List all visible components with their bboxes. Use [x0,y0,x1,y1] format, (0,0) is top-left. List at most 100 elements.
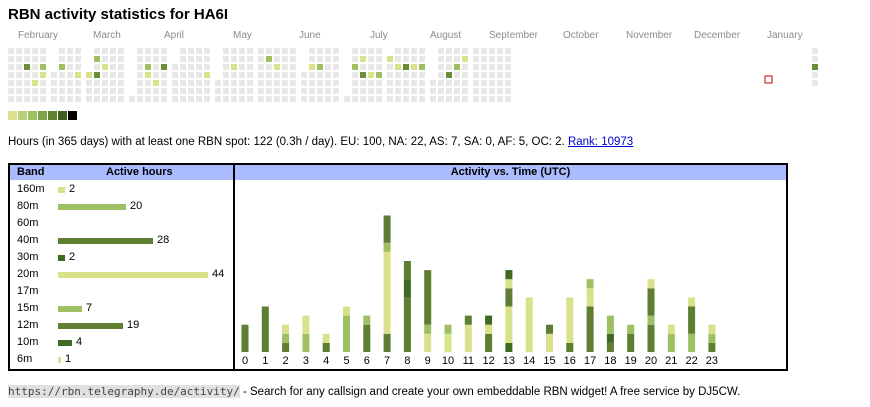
heatmap-day-cell [497,48,503,54]
heatmap-day-cell [497,80,503,86]
heatmap-day-cell [387,56,393,62]
band-hours-bar [58,187,65,193]
heatmap-day-cell [94,80,100,86]
heatmap-day-cell [51,88,57,94]
heatmap-day-cell [395,72,401,78]
heatmap-day-cell [102,80,108,86]
heatmap-day-cell [94,64,100,70]
heatmap-day-cell [223,48,229,54]
hour-bar-segment [606,333,614,343]
heatmap-day-cell [438,64,444,70]
heatmap-day-cell [419,48,425,54]
heatmap-day-cell [67,88,73,94]
heatmap-day-cell [282,80,288,86]
heatmap-day-cell [395,96,401,102]
month-label: March [93,30,121,41]
heatmap-day-cell [94,72,100,78]
rank-link[interactable]: Rank: 10973 [567,136,634,148]
heatmap-day-cell [266,88,272,94]
heatmap-day-cell [247,64,253,70]
heatmap-day-cell [188,80,194,86]
heatmap-day-cell [333,80,339,86]
heatmap-day-cell [430,80,436,86]
heatmap-day-cell [59,80,65,86]
heatmap-day-cell [110,80,116,86]
heatmap-day-cell [67,56,73,62]
heatmap-day-cell [462,64,468,70]
hour-bar-segment [343,315,350,352]
hour-bar-segment [586,279,594,289]
heatmap-day-cell [188,88,194,94]
heatmap-legend [8,111,77,120]
heatmap-day-cell [368,80,374,86]
heatmap-day-cell [110,96,116,102]
heatmap-day-cell [40,80,46,86]
summary-text: Hours (in 365 days) with at least one RB… [8,136,565,148]
heatmap-day-cell [24,72,30,78]
heatmap-day-cell [145,64,151,70]
heatmap-day-cell [16,96,22,102]
heatmap-day-cell [309,72,315,78]
heatmap-day-cell [282,56,288,62]
month-label: October [563,30,599,41]
heatmap-day-cell [282,64,288,70]
heatmap-day-cell [161,56,167,62]
heatmap-day-cell [446,88,452,94]
heatmap-day-cell [438,72,444,78]
heatmap-day-cell [812,56,818,62]
heatmap-day-cell [387,72,393,78]
band-hours-value: 2 [69,251,76,263]
heatmap-day-cell [454,72,460,78]
hour-label: 10 [441,355,455,367]
hour-label: 18 [604,355,617,367]
heatmap-day-cell [317,72,323,78]
band-hours-value: 1 [65,353,72,365]
heatmap-day-cell [368,96,374,102]
heatmap-day-cell [118,48,124,54]
heatmap-day-cell [812,48,818,54]
band-name: 15m [17,302,39,314]
hour-bar-segment [302,315,310,334]
heatmap-day-cell [489,96,495,102]
heatmap-day-cell [438,88,444,94]
heatmap-day-cell [403,56,409,62]
heatmap-day-cell [333,72,339,78]
heatmap-day-cell [352,48,358,54]
heatmap-day-cell [812,80,818,86]
heatmap-day-cell [40,88,46,94]
heatmap-day-cell [266,80,272,86]
heatmap-day-cell [481,96,487,102]
heatmap-day-cell [411,88,417,94]
heatmap-day-cell [75,48,81,54]
hour-label: 5 [343,355,350,367]
heatmap-day-cell [301,80,307,86]
heatmap-day-cell [419,56,425,62]
heatmap-day-cell [59,72,65,78]
heatmap-day-cell [118,56,124,62]
heatmap-day-cell [419,64,425,70]
heatmap-day-cell [188,96,194,102]
heatmap-day-cell [59,64,65,70]
heatmap-day-cell [325,88,331,94]
month-label: August [430,30,462,41]
heatmap-day-cell [481,72,487,78]
heatmap-day-cell [40,64,46,70]
band-name: 160m [17,183,45,195]
band-hours-bar [58,204,126,210]
heatmap-day-cell [368,56,374,62]
heatmap-day-cell [75,80,81,86]
heatmap-day-cell [110,48,116,54]
heatmap-day-cell [387,64,393,70]
heatmap-day-cell [24,64,30,70]
heatmap-day-cell [395,56,401,62]
heatmap-day-cell [462,88,468,94]
heatmap-day-cell [8,72,14,78]
heatmap-day-cell [266,96,272,102]
heatmap-day-cell [196,96,202,102]
heatmap-day-cell [24,56,30,62]
legend-swatch [48,111,57,120]
heatmap-day-cell [247,88,253,94]
footer-url[interactable]: https://rbn.telegraphy.de/activity/ [8,385,240,398]
hour-label: 12 [482,355,495,367]
band-name: 10m [17,336,39,348]
